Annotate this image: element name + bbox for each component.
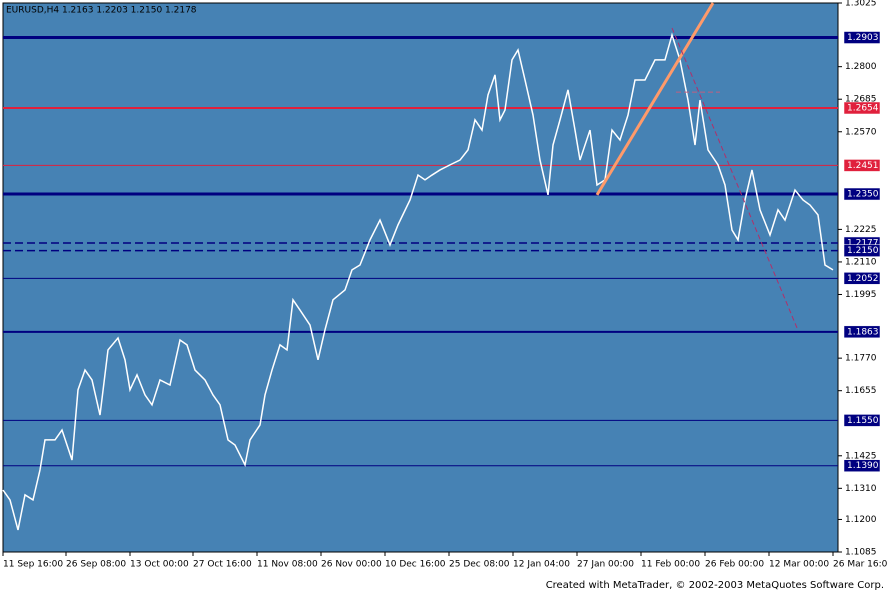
y-tick-label: 1.1655 <box>845 386 877 396</box>
y-tick-label: 1.2110 <box>845 257 877 267</box>
y-tick-label: 1.1770 <box>845 354 877 364</box>
x-tick-label: 10 Dec 16:00 <box>385 560 446 570</box>
price-line <box>2 32 834 531</box>
plot-area <box>2 2 839 553</box>
x-tick-label: 11 Feb 00:00 <box>641 560 700 570</box>
x-tick-label: 26 Sep 08:00 <box>66 560 126 570</box>
level-label: 1.1550 <box>847 416 879 426</box>
x-tick-label: 25 Dec 08:00 <box>449 560 510 570</box>
y-tick-label: 1.3025 <box>845 0 877 9</box>
level-label: 1.2350 <box>847 190 879 200</box>
level-label-box <box>843 244 881 257</box>
y-tick-label: 1.1310 <box>845 484 877 494</box>
level-label: 1.2451 <box>847 161 879 171</box>
level-label: 1.2177 <box>847 238 879 248</box>
level-label: 1.2052 <box>847 274 879 284</box>
level-label-box <box>843 325 881 339</box>
trend-line <box>671 27 798 329</box>
level-label-box <box>843 31 881 44</box>
x-tick-label: 12 Jan 04:00 <box>513 560 570 570</box>
level-label-box <box>843 101 881 115</box>
y-tick-label: 1.1200 <box>845 515 877 525</box>
x-tick-label: 11 Sep 16:00 <box>3 560 63 570</box>
y-tick-label: 1.2225 <box>845 225 877 235</box>
trend-line <box>595 2 715 196</box>
level-label-box <box>843 459 881 472</box>
level-label-box <box>843 159 881 172</box>
level-label: 1.2654 <box>847 103 879 113</box>
y-tick-label: 1.2570 <box>845 127 877 137</box>
chart-title: EURUSD,H4 1.2163 1.2203 1.2150 1.2178 <box>6 6 197 16</box>
x-tick-label: 27 Oct 16:00 <box>193 560 252 570</box>
x-tick-label: 26 Mar 16:00 <box>833 560 888 570</box>
level-label: 1.2903 <box>847 33 879 43</box>
level-label-box <box>843 187 881 201</box>
x-tick-label: 26 Nov 00:00 <box>321 560 382 570</box>
x-tick-label: 27 Jan 00:00 <box>577 560 634 570</box>
level-label-box <box>843 414 881 427</box>
level-label: 1.1390 <box>847 461 879 471</box>
level-label: 1.2150 <box>847 246 879 256</box>
x-tick-label: 12 Mar 00:00 <box>769 560 829 570</box>
y-tick-label: 1.1995 <box>845 290 877 300</box>
y-tick-label: 1.1425 <box>845 451 877 461</box>
x-tick-label: 13 Oct 00:00 <box>130 560 189 570</box>
footer: Created with MetaTrader, © 2002-2003 Met… <box>546 580 884 591</box>
x-tick-label: 26 Feb 00:00 <box>705 560 764 570</box>
level-label: 1.1863 <box>847 327 879 337</box>
y-tick-label: 1.2800 <box>845 62 877 72</box>
x-tick-label: 11 Nov 08:00 <box>257 560 318 570</box>
level-label-box <box>843 272 881 285</box>
y-tick-label: 1.2685 <box>845 95 877 105</box>
y-tick-label: 1.1085 <box>845 548 877 558</box>
